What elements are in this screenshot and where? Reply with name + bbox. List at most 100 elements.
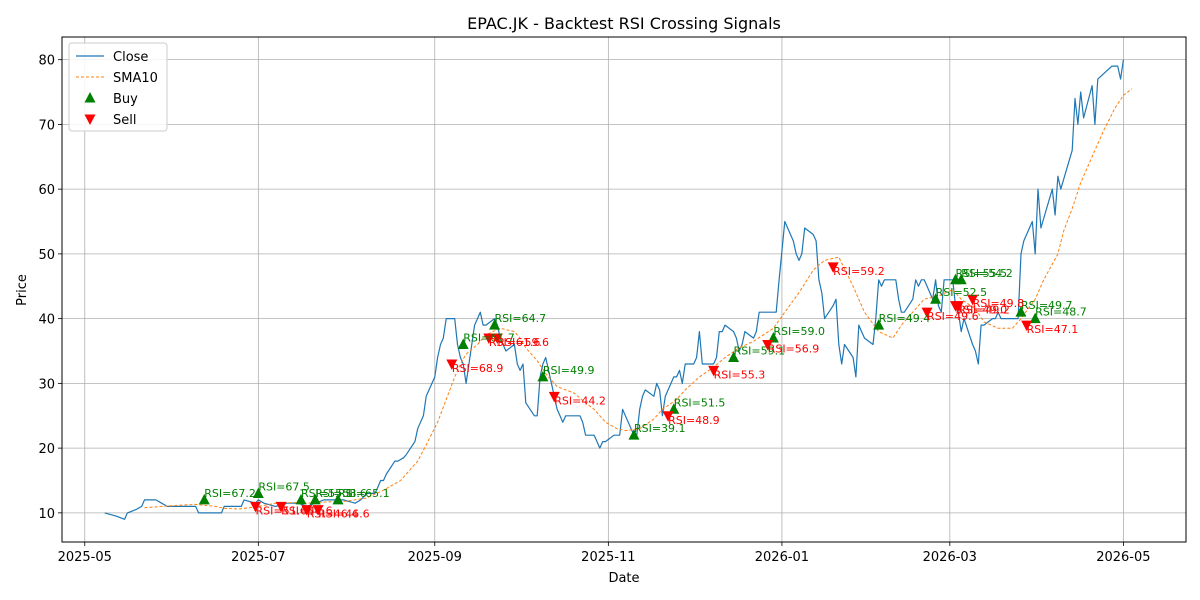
buy-annotation: RSI=49.9	[543, 364, 595, 377]
close-line	[104, 59, 1124, 520]
buy-marker	[1015, 306, 1027, 317]
x-tick-label: 2025-09	[408, 550, 462, 565]
y-tick-label: 60	[38, 183, 55, 198]
sell-marker	[249, 501, 261, 513]
sell-marker	[312, 505, 324, 516]
buy-marker	[457, 338, 469, 350]
buy-annotation: RSI=67.2	[204, 487, 256, 500]
buy-annotation: RSI=64.7	[495, 312, 547, 325]
buy-marker	[489, 319, 501, 330]
buy-marker	[295, 493, 307, 505]
x-axis-label: Date	[608, 571, 639, 586]
plot-area: RSI=67.2 RSI=67.5RSI=55.1RSI=58.6RSI=65.1…	[104, 59, 1133, 521]
sell-annotation: RSI=46.4	[307, 508, 359, 521]
x-tick-label: 2025-07	[231, 550, 285, 565]
buy-marker	[198, 493, 210, 505]
buy-marker	[728, 351, 740, 362]
buy-annotation: RSI=48.7	[1035, 306, 1087, 319]
sell-annotation: RSI=46.6	[318, 508, 370, 521]
buy-marker	[537, 370, 549, 382]
sell-marker	[662, 411, 674, 422]
buy-marker	[955, 273, 967, 285]
buy-marker	[628, 429, 640, 440]
x-tick-label: 2026-03	[923, 550, 977, 565]
sell-annotation: RSI=55.3	[714, 368, 766, 381]
sell-annotation: RSI=59.6	[497, 336, 549, 349]
sell-marker	[952, 301, 964, 312]
sell-marker	[491, 333, 503, 345]
x-axis-ticks: 2025-05 2025-07 2025-09 2025-11 2026-01 2026-…	[58, 542, 1151, 565]
sell-annotation: RSI=47.6	[281, 504, 333, 517]
buy-annotation: RSI=61.7	[463, 332, 515, 345]
sell-annotation: RSI=68.9	[452, 362, 504, 375]
y-tick-label: 40	[38, 313, 55, 328]
sell-marker	[301, 505, 313, 516]
buy-annotation: RSI=58.6	[315, 487, 367, 500]
sma10-line	[144, 88, 1133, 510]
plot-frame	[61, 36, 1187, 543]
legend-label: Sell	[113, 113, 136, 128]
buy-annotation: RSI=51.5	[674, 396, 726, 409]
legend-swatch-sell	[84, 114, 96, 125]
sell-annotation: RSI=49.2	[958, 304, 1010, 317]
buy-annotation: RSI=54.2	[961, 267, 1013, 280]
buy-annotation: RSI=55.5	[956, 267, 1008, 280]
x-tick-label: 2025-11	[581, 550, 635, 565]
buy-annotation: RSI=59.1	[734, 344, 786, 357]
x-tick-label: 2026-05	[1096, 550, 1150, 565]
sell-marker	[921, 307, 933, 319]
buy-marker	[873, 319, 885, 330]
sell-annotation: RSI=51.6	[255, 504, 307, 517]
sell-marker	[548, 391, 560, 403]
y-axis-label: Price	[15, 274, 30, 306]
sell-marker	[483, 333, 495, 345]
y-tick-label: 30	[38, 377, 55, 392]
signal-markers	[198, 262, 1041, 516]
sell-marker	[708, 365, 720, 377]
legend-label: Buy	[113, 92, 138, 107]
sell-annotation: RSI=59.2	[833, 265, 885, 278]
buy-annotation: RSI=67.5	[258, 480, 310, 493]
buy-annotation: RSI=39.1	[634, 422, 686, 435]
sell-annotation: RSI=48.9	[668, 414, 720, 427]
buy-annotation: RSI=49.7	[1021, 299, 1073, 312]
y-tick-label: 70	[38, 118, 55, 133]
y-tick-label: 50	[38, 248, 55, 263]
sell-annotation: RSI=56.9	[768, 343, 820, 356]
grid-lines	[62, 37, 1186, 542]
buy-annotation: RSI=59.0	[773, 325, 825, 338]
legend-label: Close	[113, 50, 148, 65]
sell-marker	[967, 294, 979, 306]
legend-swatch-buy	[84, 92, 96, 103]
buy-annotation: RSI=55.1	[301, 487, 353, 500]
buy-marker	[332, 493, 344, 505]
sell-annotation: RSI=47.1	[1027, 323, 1079, 336]
x-tick-label: 2025-05	[58, 550, 112, 565]
y-tick-label: 10	[38, 507, 55, 522]
y-axis-ticks: 10 20 30 40 50 60 70 80	[38, 54, 62, 522]
buy-marker	[767, 332, 779, 343]
sell-marker	[275, 501, 287, 513]
buy-marker	[1029, 312, 1041, 324]
legend-label: SMA10	[113, 71, 158, 86]
buy-marker	[309, 493, 321, 505]
sell-marker	[762, 340, 774, 351]
buy-annotation: RSI=52.5	[936, 286, 988, 299]
sell-annotation: RSI=61.6	[489, 336, 541, 349]
sell-annotation: RSI=44.2	[554, 394, 606, 407]
y-tick-label: 80	[38, 54, 55, 69]
chart-title: EPAC.JK - Backtest RSI Crossing Signals	[467, 14, 781, 33]
buy-marker	[668, 403, 680, 414]
signal-annotations: RSI=67.2 RSI=67.5RSI=55.1RSI=58.6RSI=65.1…	[204, 265, 1087, 521]
x-tick-label: 2026-01	[755, 550, 809, 565]
sell-marker	[1021, 320, 1033, 332]
series-lines	[104, 59, 1133, 520]
buy-marker	[930, 293, 942, 304]
sell-annotation: RSI=49.8	[973, 297, 1025, 310]
buy-marker	[252, 487, 264, 498]
y-tick-label: 20	[38, 442, 55, 457]
sell-annotation: RSI=49.0	[956, 304, 1008, 317]
